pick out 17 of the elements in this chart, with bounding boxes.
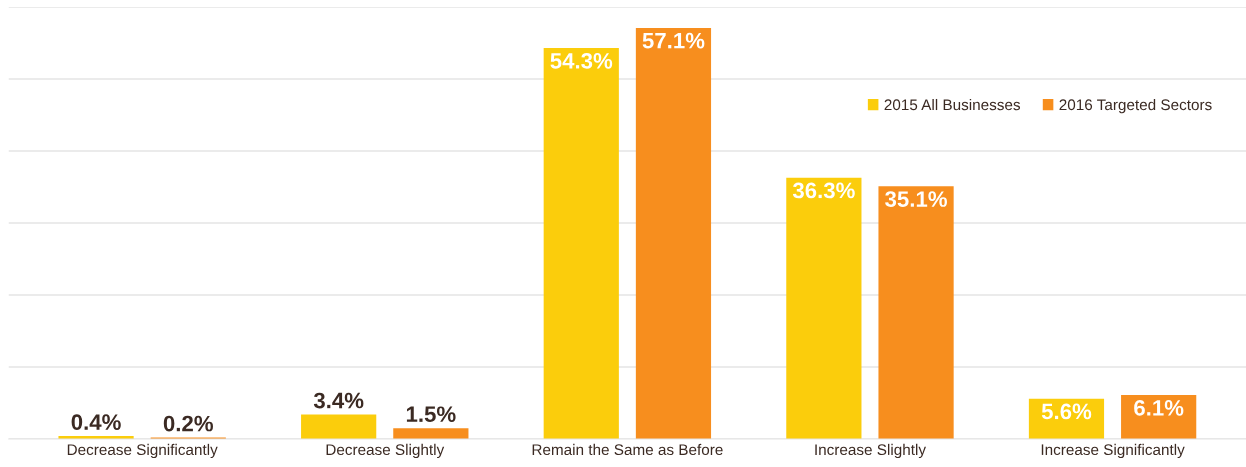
x-tick-label: Increase Slightly [815,443,926,459]
data-label: 6.1% [1134,399,1184,416]
x-tick-label: Increase Significantly [1041,443,1185,459]
legend-label: 2015 All Businesses [884,98,1021,111]
data-label: 3.4% [313,392,364,409]
data-label: 35.1% [885,191,947,207]
x-tick-label: Decrease Significantly [67,443,218,459]
x-tick-label: Remain the Same as Before [532,443,723,456]
data-label: 5.6% [1041,403,1092,420]
data-label: 1.5% [406,406,456,423]
data-label: 0.2% [163,415,213,432]
data-label: 54.3% [550,52,613,69]
data-label: 0.4% [71,414,121,430]
data-label: 57.1% [642,32,705,49]
legend-label: 2016 Targeted Sectors [1059,98,1212,114]
x-tick-label: Decrease Slightly [326,443,445,459]
data-label: 36.3% [792,182,855,199]
